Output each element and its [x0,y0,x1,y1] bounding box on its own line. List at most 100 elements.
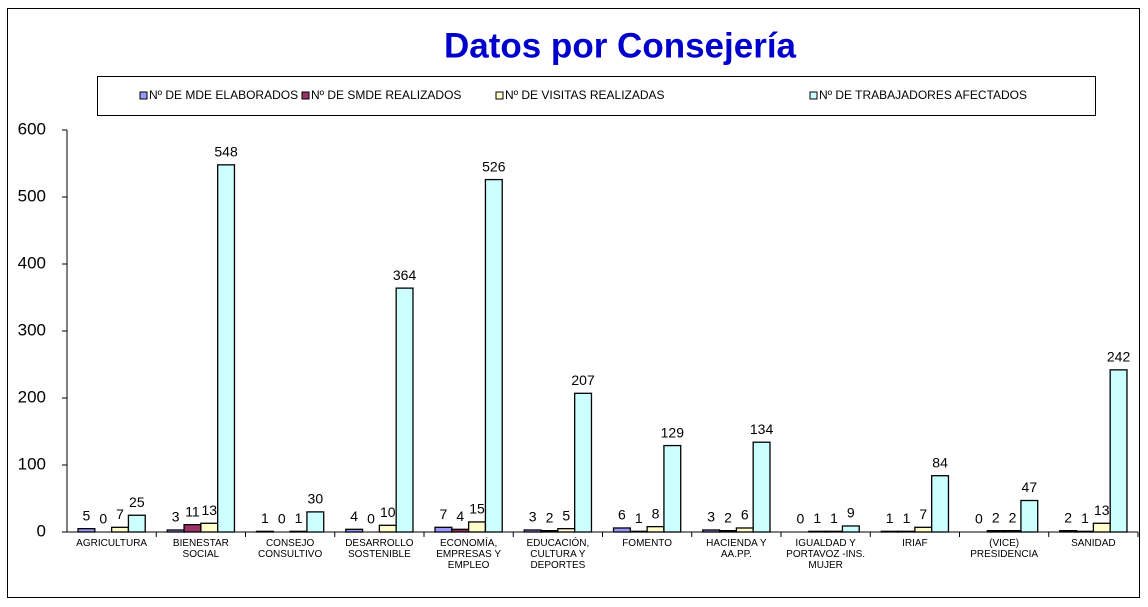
data-label: 0 [367,511,375,527]
bar [289,530,308,533]
chart-title: Datos por Consejería [444,26,797,65]
data-label: 1 [903,510,911,526]
bar [77,528,96,533]
x-tick-label: IRIAF [902,538,928,549]
data-label: 9 [847,505,855,521]
bar [880,530,899,533]
data-label: 0 [797,511,805,527]
data-label: 25 [129,494,145,510]
data-label: 207 [571,372,595,388]
data-label: 13 [201,502,217,518]
bar [434,526,453,533]
bar [931,475,950,533]
bar [395,287,414,533]
bar [467,521,487,533]
bar [914,526,933,533]
data-label: 526 [482,158,506,174]
data-label: 0 [278,511,286,527]
data-label: 548 [214,144,238,160]
legend-swatch [809,91,818,100]
x-tick-label: ECONOMÍA, EMPRESAS Y EMPLEO [436,538,502,571]
y-tick-label: 300 [18,320,46,339]
data-label: 1 [886,510,894,526]
bar [718,530,738,533]
legend-label: Nº DE VISITAS REALIZADAS [505,88,665,102]
bar [1003,530,1022,533]
data-label: 13 [1094,502,1110,518]
data-label: 2 [724,509,732,525]
bar [378,524,397,533]
legend-swatch [495,91,504,100]
data-label: 2 [1009,509,1017,525]
bar [824,530,844,533]
data-label: 5 [562,507,570,523]
bar [540,530,559,533]
data-label: 11 [185,503,200,519]
data-label: 1 [635,510,643,526]
data-label: 1 [261,510,269,526]
data-label: 7 [919,506,927,522]
data-label: 15 [469,501,485,517]
bar [897,530,916,533]
y-tick-label: 200 [18,387,46,406]
bar [557,528,576,533]
bar [646,525,665,533]
bar [183,523,202,533]
data-label: 2 [546,509,554,525]
x-tick-label: SANIDAD [1071,538,1116,549]
x-tick-label: DESARROLLO SOSTENIBLE [345,538,414,560]
bar [735,527,754,533]
data-label: 1 [1081,510,1089,526]
bar [808,530,827,533]
bar [200,522,219,533]
bar [451,528,470,533]
bar [1059,530,1078,533]
data-label: 5 [83,507,91,523]
y-tick-label: 600 [18,119,46,138]
legend-label: Nº DE TRABAJADORES AFECTADOS [819,88,1027,102]
data-label: 3 [707,509,715,525]
x-tick-label: EDUCACIÓN, CULTURA Y DEPORTES [526,538,590,571]
x-tick-label: BIENESTAR SOCIAL [172,538,229,560]
x-tick-label: (VICE) PRESIDENCIA [970,538,1039,560]
data-label: 134 [750,421,774,437]
x-tick-label: CONSEJO CONSULTIVO [257,538,323,560]
legend-label: Nº DE SMDE REALIZADOS [311,88,461,102]
bar [986,530,1005,533]
data-label: 3 [529,509,537,525]
data-label: 7 [440,506,448,522]
x-tick-label: FOMENTO [622,538,673,549]
data-label: 6 [618,507,626,523]
bar [1020,499,1039,533]
bar [166,529,185,533]
bar [484,178,503,533]
bar [841,525,860,533]
data-label: 7 [116,506,124,522]
data-label: 47 [1022,479,1038,495]
bar [574,392,593,533]
data-label: 1 [830,510,838,526]
data-label: 0 [99,511,107,527]
data-label: 8 [652,505,660,521]
bar [523,529,542,533]
y-tick-label: 100 [18,454,46,473]
data-label: 364 [393,267,417,283]
bar [752,441,771,533]
data-label: 3 [172,509,180,525]
data-label: 1 [295,510,303,526]
data-label: 84 [932,454,948,470]
data-label: 6 [741,507,749,523]
bar [612,527,631,533]
data-label: 10 [380,504,396,520]
bar [1092,522,1111,533]
bar [629,530,648,533]
bar [306,511,325,533]
y-tick-label: 400 [18,253,46,272]
data-label: 1 [813,510,821,526]
data-label: 0 [975,511,983,527]
bar [663,444,682,533]
bar [1075,530,1095,533]
bar [127,514,146,533]
